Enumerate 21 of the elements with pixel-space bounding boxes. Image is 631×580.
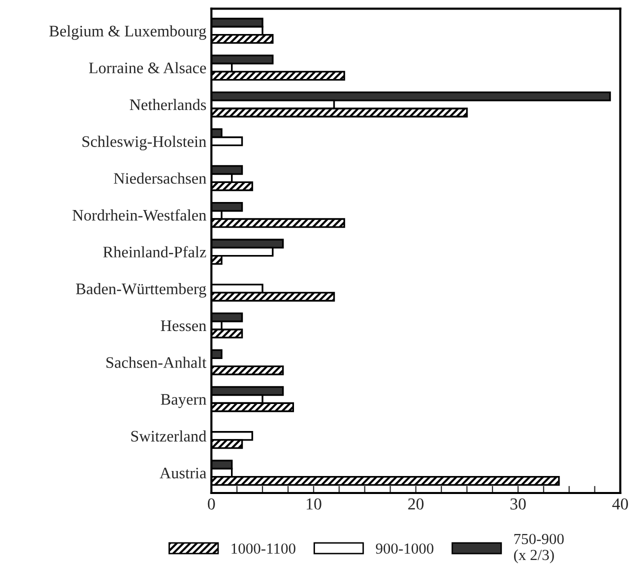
x-tick-label: 30 — [510, 498, 526, 510]
x-tick-label: 40 — [612, 498, 628, 510]
legend-label: 750-900 (x 2/3) — [514, 534, 564, 564]
legend-label: 1000-1100 — [232, 543, 296, 554]
x-tick-label: 10 — [306, 498, 322, 510]
y-tick-label: Bayern — [160, 394, 206, 408]
y-tick-label: Niedersachsen — [114, 172, 206, 184]
y-tick-label: Sachsen-Anhalt — [106, 356, 206, 368]
y-tick-label: Rheinland-Pfalz — [103, 246, 206, 258]
y-tick-label: Netherlands — [130, 98, 206, 110]
y-tick-label: Austria — [160, 468, 206, 478]
y-tick-label: Schleswig-Holstein — [82, 136, 206, 150]
y-tick-label: Belgium & Luxembourg — [49, 25, 206, 40]
x-tick-label: 0 — [208, 498, 215, 510]
y-tick-label: Nordrhein-Westfalen — [72, 209, 206, 221]
y-tick-label: Switzerland — [131, 430, 206, 442]
y-tick-label: Baden-Württemberg — [76, 283, 206, 298]
x-tick-label: 20 — [408, 498, 424, 510]
y-tick-label: Hessen — [160, 320, 206, 332]
legend-label: 900-1000 — [376, 543, 434, 554]
y-tick-label: Lorraine & Alsace — [89, 62, 206, 74]
